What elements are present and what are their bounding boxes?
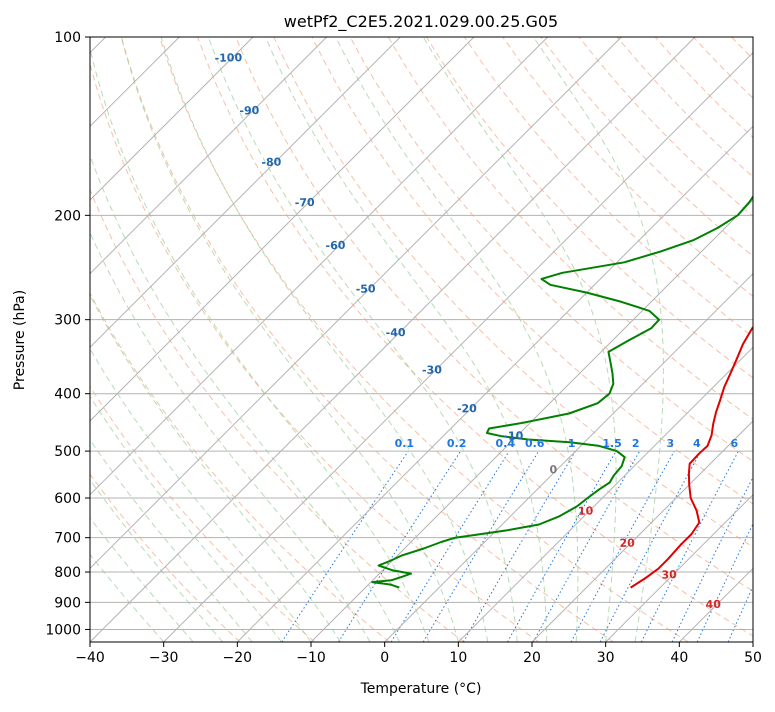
isotherm-label: -70 (295, 196, 316, 210)
x-tick-label: −20 (223, 650, 253, 666)
x-tick-label: 0 (380, 650, 389, 666)
isotherm-label: 40 (705, 598, 721, 611)
mixing-ratio-label: 1 (568, 437, 576, 450)
isotherm-label: 0 (549, 463, 557, 476)
mixing-ratio-label: 3 (666, 437, 674, 450)
isotherm-label: -40 (386, 326, 407, 340)
isotherm-label: -50 (356, 282, 377, 296)
mixing-ratio-label: 0.2 (447, 437, 467, 450)
y-tick-label: 600 (54, 491, 81, 507)
isotherm-label: -10 (503, 429, 524, 443)
isotherm-label: -80 (261, 156, 282, 170)
mixing-ratio-label: 0.6 (525, 437, 545, 450)
y-tick-label: 500 (54, 444, 81, 460)
x-tick-label: 20 (523, 650, 541, 666)
isotherm-label: -60 (325, 239, 346, 253)
x-tick-label: 30 (597, 650, 615, 666)
y-tick-label: 300 (54, 313, 81, 329)
mixing-ratio-label: 6 (731, 437, 739, 450)
isotherm-label: 30 (661, 568, 677, 581)
x-tick-label: 50 (744, 650, 762, 666)
isotherm-label: 10 (578, 504, 594, 517)
y-tick-label: 900 (54, 595, 81, 611)
x-axis-label: Temperature (°C) (360, 681, 482, 697)
mixing-ratio-label: 4 (693, 437, 701, 450)
x-tick-label: 10 (449, 650, 467, 666)
y-tick-label: 700 (54, 531, 81, 547)
x-tick-label: −10 (296, 650, 326, 666)
isotherm-label: -30 (422, 363, 443, 377)
mixing-ratio-label: 2 (632, 437, 640, 450)
y-tick-label: 100 (54, 30, 81, 46)
mixing-ratio-label: 1.5 (602, 437, 622, 450)
mixing-ratio-label: 0.1 (395, 437, 415, 450)
x-tick-label: −40 (75, 650, 105, 666)
y-axis-label: Pressure (hPa) (12, 290, 28, 390)
y-tick-label: 200 (54, 208, 81, 224)
isotherm-label: -90 (239, 104, 260, 118)
x-tick-label: −30 (149, 650, 179, 666)
isotherm-label: -20 (457, 402, 478, 416)
isotherm-label: -100 (214, 51, 242, 65)
isotherm-label: 20 (619, 536, 635, 549)
y-tick-label: 800 (54, 565, 81, 581)
y-tick-label: 1000 (45, 622, 81, 638)
x-tick-label: 40 (670, 650, 688, 666)
y-tick-label: 400 (54, 387, 81, 403)
chart-title: wetPf2_C2E5.2021.029.00.25.G05 (284, 12, 558, 32)
